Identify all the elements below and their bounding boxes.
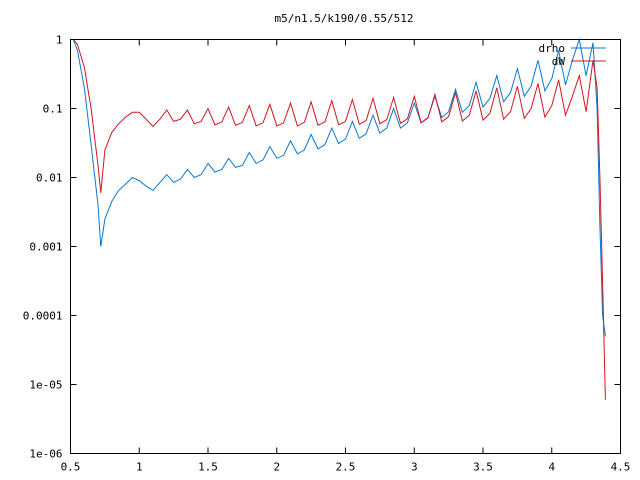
legend-label-drho: drho [539, 42, 566, 55]
x-tick-label: 2 [273, 461, 280, 474]
series-line-drho [72, 37, 606, 337]
y-tick-label: 0.0001 [23, 310, 63, 323]
x-tick-label: 1 [136, 461, 143, 474]
y-tick-label: 1e-06 [29, 448, 62, 461]
y-tick-label: 0.001 [29, 241, 62, 254]
x-tick-label: 3.5 [473, 461, 493, 474]
chart-title: m5/n1.5/k190/0.55/512 [274, 12, 413, 25]
plot-area [72, 37, 606, 400]
y-tick-label: 1e-05 [29, 379, 62, 392]
y-tick-label: 1 [56, 34, 63, 47]
x-tick-label: 4 [548, 461, 555, 474]
x-tick-label: 0.5 [61, 461, 81, 474]
series-line-dW [72, 39, 606, 400]
x-tick-label: 2.5 [336, 461, 356, 474]
x-tick-label: 4.5 [611, 461, 631, 474]
x-tick-label: 1.5 [198, 461, 218, 474]
y-tick-label: 0.01 [36, 172, 63, 185]
y-axis: 1 0.1 0.01 0.001 0.0001 1e-05 1e-06 [23, 34, 621, 461]
legend-label-dW: dW [552, 55, 566, 68]
x-tick-label: 3 [411, 461, 418, 474]
plot-frame [70, 39, 621, 454]
y-tick-label: 0.1 [43, 103, 63, 116]
x-axis: 0.5 1 1.5 2 2.5 3 3.5 4 4.5 [61, 39, 631, 474]
